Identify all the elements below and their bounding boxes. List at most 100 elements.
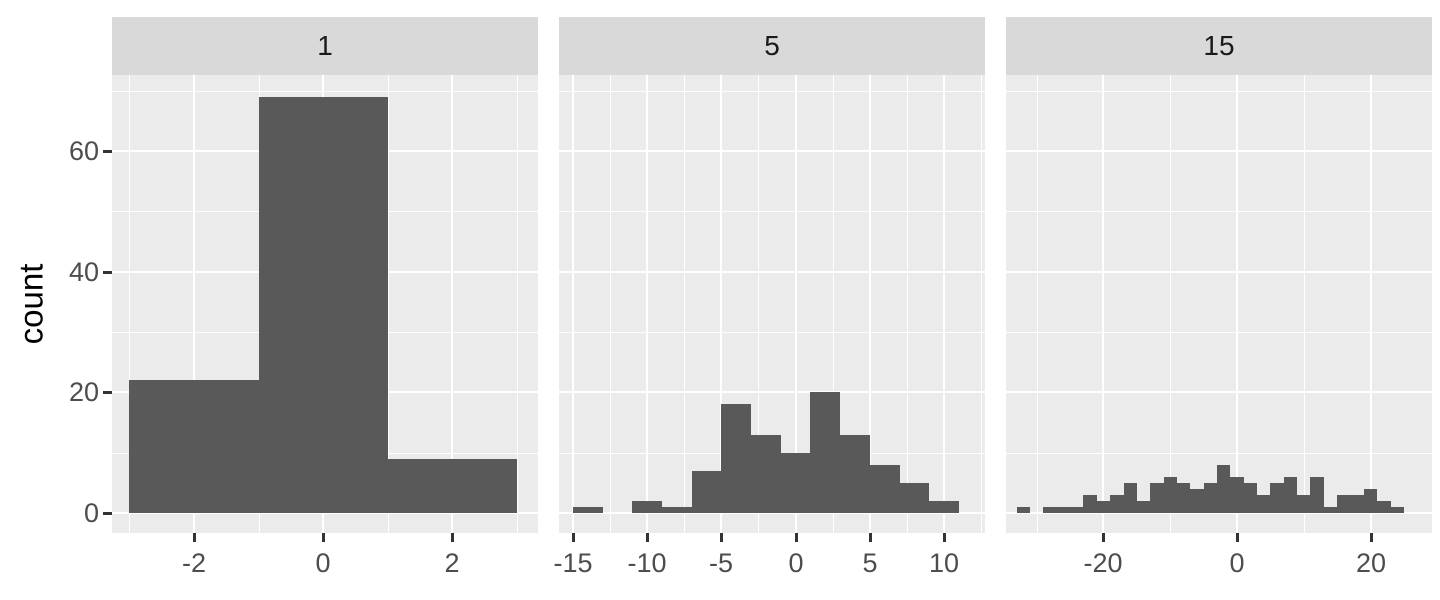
histogram-bar	[1177, 483, 1190, 513]
gridline-major-horizontal	[1006, 271, 1432, 273]
histogram-bar	[1070, 507, 1083, 513]
histogram-bar	[1270, 483, 1284, 513]
histogram-bar	[1083, 495, 1097, 513]
gridline-major-vertical	[869, 75, 871, 533]
gridline-minor-vertical	[1304, 75, 1305, 533]
gridline-major-horizontal	[559, 391, 985, 393]
y-tick-mark	[103, 391, 112, 394]
histogram-bar	[1137, 501, 1150, 513]
gridline-major-horizontal	[559, 512, 985, 514]
y-tick-label: 0	[83, 498, 99, 528]
histogram-bar	[1057, 507, 1070, 513]
gridline-minor-horizontal	[559, 91, 985, 92]
x-tick-mark	[646, 533, 649, 542]
histogram-bar	[1364, 489, 1377, 513]
gridline-major-vertical	[1236, 75, 1238, 533]
y-tick-mark	[103, 150, 112, 153]
gridline-minor-vertical	[1037, 75, 1038, 533]
x-tick-label: -20	[1083, 548, 1123, 578]
histogram-bar	[1324, 507, 1337, 513]
gridline-major-horizontal	[559, 150, 985, 152]
x-tick-label: -15	[553, 548, 593, 578]
x-tick-label: 0	[315, 548, 331, 578]
gridline-minor-horizontal	[1006, 332, 1432, 333]
histogram-bar	[810, 392, 840, 513]
facet-strip-label: 15	[1203, 30, 1235, 61]
facet-strip: 5	[559, 17, 985, 75]
gridline-minor-vertical	[610, 75, 611, 533]
histogram-bar	[1391, 507, 1404, 513]
gridline-major-vertical	[451, 75, 453, 533]
facet-strip: 1	[112, 17, 538, 75]
histogram-bar	[721, 404, 751, 513]
y-tick-label: 20	[68, 377, 99, 407]
x-tick-mark	[720, 533, 723, 542]
x-tick-label: -5	[708, 548, 733, 578]
histogram-bar	[900, 483, 929, 513]
gridline-major-horizontal	[559, 271, 985, 273]
gridline-minor-vertical	[907, 75, 908, 533]
gridline-minor-horizontal	[559, 332, 985, 333]
x-tick-label: 10	[928, 548, 960, 578]
gridline-major-horizontal	[1006, 512, 1432, 514]
histogram-bar	[1297, 495, 1310, 513]
gridline-minor-horizontal	[112, 91, 538, 92]
facet-strip-label: 5	[764, 30, 780, 61]
histogram-bar	[781, 453, 810, 513]
gridline-minor-vertical	[517, 75, 518, 533]
gridline-major-horizontal	[1006, 150, 1432, 152]
histogram-bar	[1351, 495, 1364, 513]
histogram-bar	[573, 507, 603, 513]
gridline-minor-horizontal	[1006, 211, 1432, 212]
x-tick-mark	[451, 533, 454, 542]
histogram-bar	[1164, 477, 1177, 513]
gridline-minor-horizontal	[1006, 91, 1432, 92]
gridline-major-vertical	[572, 75, 574, 533]
gridline-major-vertical	[646, 75, 648, 533]
gridline-major-vertical	[1370, 75, 1372, 533]
y-tick-mark	[103, 512, 112, 515]
histogram-bar	[1310, 477, 1324, 513]
y-tick-label: 40	[68, 257, 99, 287]
gridline-minor-vertical	[388, 75, 389, 533]
y-tick-label: 60	[68, 136, 99, 166]
x-tick-label: 2	[444, 548, 460, 578]
x-tick-label: -10	[627, 548, 667, 578]
histogram-bar	[1150, 483, 1164, 513]
gridline-major-vertical	[720, 75, 722, 533]
histogram-bar	[1377, 501, 1391, 513]
x-tick-mark	[1370, 533, 1373, 542]
x-tick-mark	[193, 533, 196, 542]
histogram-bar	[1190, 489, 1204, 513]
x-tick-label: 20	[1355, 548, 1387, 578]
x-tick-mark	[572, 533, 575, 542]
x-tick-label: 0	[1229, 548, 1245, 578]
histogram-bar	[870, 465, 900, 513]
gridline-major-vertical	[795, 75, 797, 533]
histogram-bar	[632, 501, 662, 513]
histogram-bar	[1110, 495, 1124, 513]
x-tick-mark	[322, 533, 325, 542]
x-tick-mark	[795, 533, 798, 542]
x-tick-label: 5	[862, 548, 878, 578]
y-tick-mark	[103, 271, 112, 274]
histogram-bar	[1097, 501, 1110, 513]
x-tick-mark	[869, 533, 872, 542]
x-tick-label: 0	[788, 548, 804, 578]
histogram-bar	[1257, 495, 1270, 513]
facet-panel	[559, 75, 985, 533]
histogram-bar	[1337, 495, 1351, 513]
histogram-bar	[929, 501, 959, 513]
histogram-bar	[1230, 477, 1244, 513]
gridline-minor-vertical	[758, 75, 759, 533]
histogram-bar	[1217, 465, 1230, 513]
gridline-major-horizontal	[112, 512, 538, 514]
facet-panel	[1006, 75, 1432, 533]
facet-strip: 15	[1006, 17, 1432, 75]
facet-panel	[112, 75, 538, 533]
histogram-bar	[129, 380, 259, 513]
histogram-bar	[1124, 483, 1137, 513]
x-tick-mark	[943, 533, 946, 542]
gridline-minor-vertical	[981, 75, 982, 533]
